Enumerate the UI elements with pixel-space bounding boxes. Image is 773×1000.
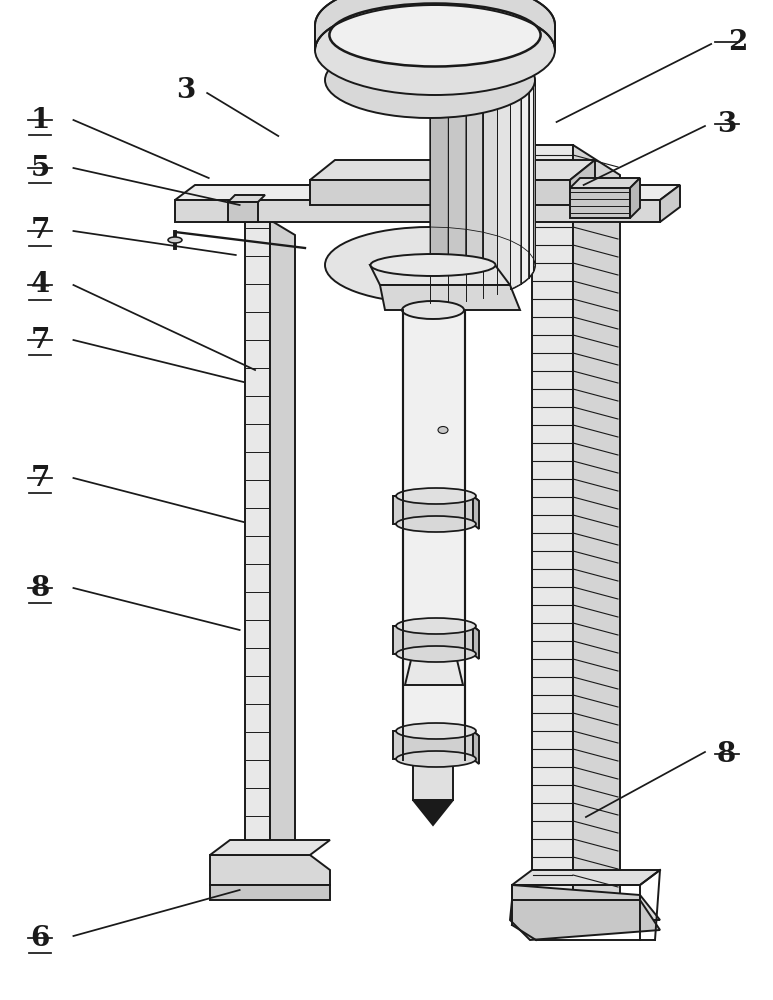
Ellipse shape — [396, 646, 476, 662]
Polygon shape — [210, 855, 330, 885]
Polygon shape — [228, 202, 258, 222]
Polygon shape — [430, 117, 448, 303]
Polygon shape — [533, 80, 535, 272]
Text: 3: 3 — [176, 77, 195, 104]
Polygon shape — [573, 145, 620, 920]
Polygon shape — [473, 731, 479, 764]
Polygon shape — [210, 885, 330, 900]
Text: 7: 7 — [30, 326, 50, 354]
Polygon shape — [482, 47, 498, 236]
Text: 4: 4 — [31, 271, 49, 298]
Polygon shape — [270, 220, 295, 870]
Polygon shape — [660, 185, 680, 222]
Polygon shape — [482, 109, 498, 298]
Polygon shape — [512, 885, 640, 920]
Polygon shape — [393, 496, 479, 501]
Ellipse shape — [370, 254, 495, 276]
Polygon shape — [393, 731, 473, 759]
Ellipse shape — [168, 237, 182, 243]
Polygon shape — [630, 178, 640, 218]
Ellipse shape — [396, 488, 476, 504]
Polygon shape — [473, 626, 479, 659]
Polygon shape — [245, 220, 270, 855]
Polygon shape — [310, 180, 570, 205]
Polygon shape — [521, 61, 529, 252]
Ellipse shape — [315, 5, 555, 95]
Polygon shape — [393, 626, 479, 631]
Polygon shape — [175, 185, 680, 200]
Polygon shape — [380, 285, 520, 310]
Polygon shape — [466, 113, 482, 301]
Polygon shape — [466, 44, 482, 232]
Text: 3: 3 — [717, 110, 736, 137]
Polygon shape — [533, 73, 535, 265]
Ellipse shape — [396, 618, 476, 634]
Polygon shape — [411, 310, 455, 490]
Polygon shape — [510, 99, 521, 289]
Polygon shape — [413, 800, 453, 825]
Polygon shape — [498, 51, 510, 241]
Polygon shape — [498, 104, 510, 294]
Polygon shape — [570, 178, 640, 188]
Polygon shape — [210, 840, 330, 855]
Polygon shape — [473, 496, 479, 529]
Polygon shape — [448, 43, 466, 229]
Text: 8: 8 — [717, 740, 736, 768]
Polygon shape — [570, 160, 595, 205]
Polygon shape — [413, 760, 453, 800]
Polygon shape — [393, 626, 473, 654]
Polygon shape — [405, 660, 463, 685]
Text: 5: 5 — [31, 154, 49, 182]
Ellipse shape — [438, 426, 448, 434]
Polygon shape — [393, 496, 473, 524]
Polygon shape — [512, 895, 660, 920]
Text: 7: 7 — [30, 464, 50, 491]
Text: 6: 6 — [30, 924, 50, 952]
Ellipse shape — [396, 751, 476, 767]
Polygon shape — [510, 56, 521, 246]
Polygon shape — [228, 195, 265, 202]
Polygon shape — [315, 0, 555, 50]
Text: 1: 1 — [30, 106, 50, 133]
Ellipse shape — [325, 227, 535, 303]
Polygon shape — [521, 93, 529, 284]
Polygon shape — [510, 900, 660, 940]
Polygon shape — [532, 145, 573, 895]
Polygon shape — [310, 160, 595, 180]
Polygon shape — [529, 87, 533, 278]
Ellipse shape — [329, 3, 540, 66]
Ellipse shape — [402, 301, 464, 319]
Text: 2: 2 — [728, 28, 748, 55]
Polygon shape — [529, 67, 533, 258]
Ellipse shape — [325, 42, 535, 118]
Polygon shape — [448, 116, 466, 302]
Text: 8: 8 — [31, 574, 49, 601]
Text: 7: 7 — [30, 218, 50, 244]
Ellipse shape — [396, 723, 476, 739]
Polygon shape — [393, 731, 479, 736]
Polygon shape — [403, 310, 465, 760]
Ellipse shape — [413, 754, 453, 766]
Polygon shape — [370, 265, 510, 285]
Polygon shape — [570, 188, 630, 218]
Ellipse shape — [396, 516, 476, 532]
Polygon shape — [430, 42, 448, 228]
Polygon shape — [175, 200, 660, 222]
Polygon shape — [512, 870, 660, 885]
Polygon shape — [512, 885, 532, 920]
